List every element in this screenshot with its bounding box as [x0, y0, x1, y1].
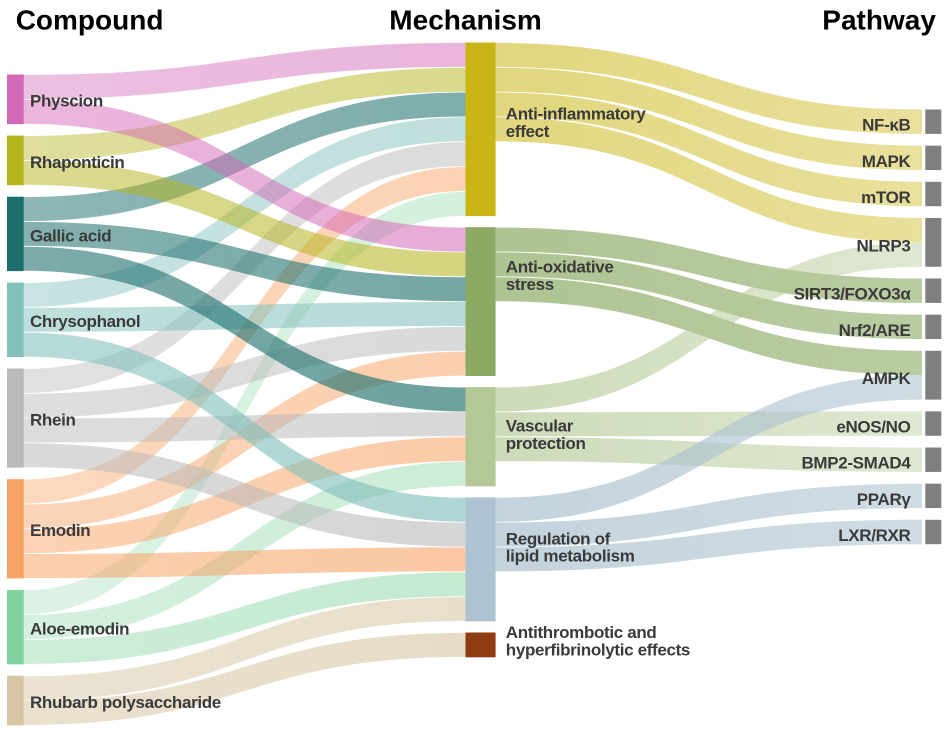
svg-text:Vascular: Vascular: [506, 417, 574, 436]
svg-text:eNOS/NO: eNOS/NO: [836, 417, 910, 436]
svg-text:Emodin: Emodin: [30, 521, 90, 540]
svg-text:Chrysophanol: Chrysophanol: [30, 312, 140, 331]
svg-text:Regulation of: Regulation of: [506, 529, 611, 548]
svg-text:Compound: Compound: [16, 5, 164, 36]
svg-text:Gallic acid: Gallic acid: [30, 226, 111, 245]
svg-text:NLRP3: NLRP3: [856, 236, 910, 255]
svg-text:MAPK: MAPK: [862, 152, 912, 171]
svg-text:Pathway: Pathway: [822, 5, 936, 36]
svg-text:Physcion: Physcion: [30, 92, 103, 111]
svg-text:AMPK: AMPK: [862, 369, 912, 388]
svg-text:Anti-inflammatory: Anti-inflammatory: [506, 105, 647, 124]
svg-text:Anti-oxidative: Anti-oxidative: [506, 258, 614, 277]
svg-text:Antithrombotic and: Antithrombotic and: [506, 623, 657, 642]
svg-text:BMP2-SMAD4: BMP2-SMAD4: [801, 454, 911, 473]
svg-text:Mechanism: Mechanism: [389, 5, 542, 36]
svg-text:protection: protection: [506, 434, 586, 453]
svg-text:Rhein: Rhein: [30, 411, 76, 430]
svg-text:PPARγ: PPARγ: [857, 490, 912, 509]
svg-text:LXR/RXR: LXR/RXR: [838, 526, 910, 545]
svg-text:NF-κB: NF-κB: [862, 116, 910, 135]
svg-text:mTOR: mTOR: [861, 188, 910, 207]
svg-text:hyperfibrinolytic effects: hyperfibrinolytic effects: [506, 640, 690, 659]
svg-text:stress: stress: [506, 275, 554, 294]
svg-text:Aloe-emodin: Aloe-emodin: [30, 620, 129, 639]
svg-text:Rhubarb polysaccharide: Rhubarb polysaccharide: [30, 693, 221, 712]
svg-text:lipid metabolism: lipid metabolism: [506, 547, 635, 566]
svg-text:effect: effect: [506, 122, 550, 141]
svg-text:Nrf2/ARE: Nrf2/ARE: [839, 321, 911, 340]
svg-text:Rhaponticin: Rhaponticin: [30, 153, 124, 172]
svg-text:SIRT3/FOXO3α: SIRT3/FOXO3α: [794, 285, 912, 304]
